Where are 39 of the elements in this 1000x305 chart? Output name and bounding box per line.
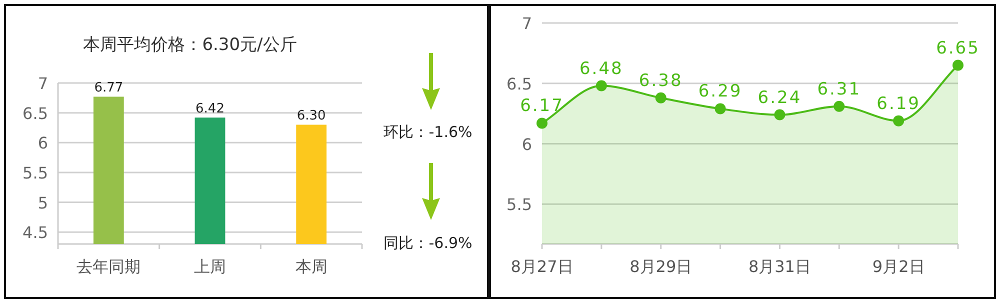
point: [893, 115, 904, 126]
data-label: 6.77: [94, 80, 124, 96]
y-tick-label: 6.5: [22, 104, 48, 123]
y-tick-label: 5.5: [22, 163, 48, 182]
y-tick-label: 6: [38, 134, 48, 153]
data-label: 6.29: [698, 82, 742, 102]
point: [952, 60, 964, 71]
y-tick-label: 5: [38, 193, 48, 212]
data-label: 6.42: [196, 102, 224, 117]
data-label: 6.17: [520, 96, 564, 116]
x-tick-label: 8月31日: [748, 257, 811, 276]
y-tick-label: 7: [38, 74, 48, 93]
x-tick-label: 9月2日: [872, 257, 925, 276]
x-tick-label: 8月29日: [630, 257, 692, 276]
point: [655, 92, 666, 104]
data-label: 6.48: [580, 58, 624, 79]
data-label: 6.30: [296, 108, 326, 124]
data-label: 6.24: [758, 88, 802, 108]
y-tick-label: 5.5: [506, 195, 532, 214]
point: [596, 80, 607, 92]
chart-title: 本周平均价格：6.30元/公斤: [83, 35, 297, 55]
x-tick-label: 去年同期: [76, 257, 141, 276]
data-label: 6.38: [638, 70, 683, 91]
point: [714, 103, 726, 114]
y-tick-label: 6: [522, 134, 532, 154]
data-label: 6.31: [817, 79, 862, 100]
x-tick-label: 本周: [295, 257, 328, 276]
point: [536, 118, 548, 129]
data-label: 6.65: [936, 38, 980, 58]
text: 同比：-6.9%: [384, 234, 472, 252]
y-tick-label: 7: [522, 14, 532, 33]
x-tick-label: 上周: [194, 257, 226, 276]
point: [834, 100, 845, 112]
point: [774, 109, 786, 120]
y-tick-label: 4.5: [22, 223, 48, 242]
y-tick-label: 6.5: [506, 74, 532, 94]
data-label: 6.19: [876, 94, 920, 114]
x-tick-label: 8月27日: [510, 257, 574, 276]
text: 环比：-1.6%: [384, 123, 472, 141]
